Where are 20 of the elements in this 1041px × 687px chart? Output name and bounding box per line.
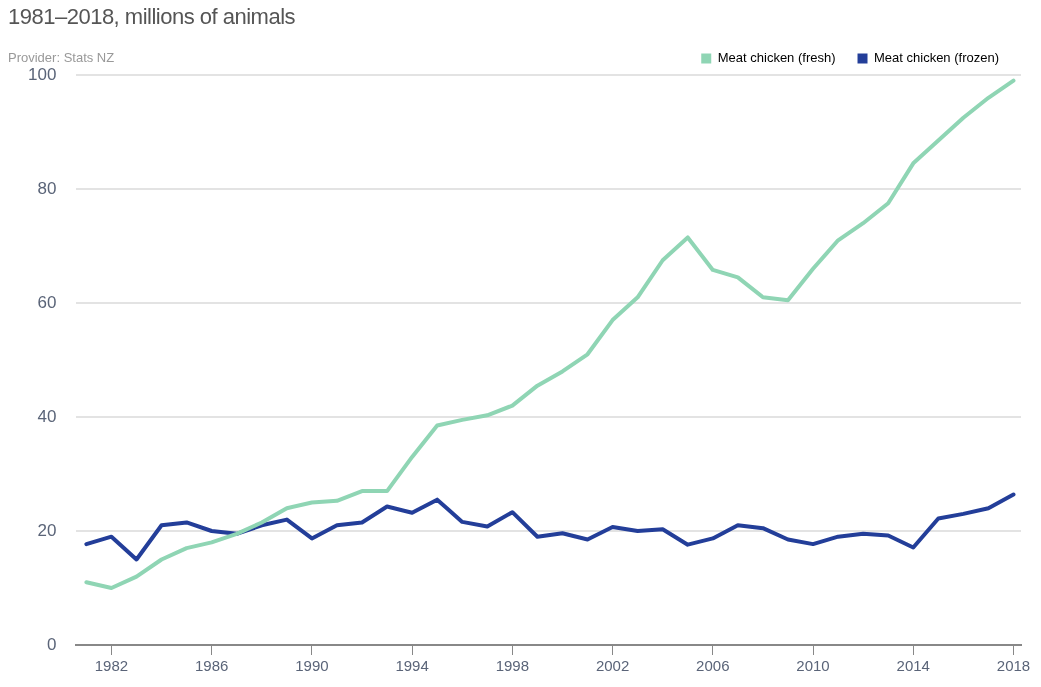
chart-title: 1981–2018, millions of animals bbox=[8, 4, 296, 30]
x-tick-label: 2006 bbox=[696, 657, 730, 675]
legend-label: Meat chicken (fresh) bbox=[717, 50, 836, 66]
x-tick-label: 2002 bbox=[595, 657, 630, 675]
x-tick-label: 1998 bbox=[495, 657, 530, 675]
y-tick-label: 100 bbox=[27, 64, 57, 84]
legend-label: Meat chicken (frozen) bbox=[874, 50, 1000, 66]
x-tick-label: 2018 bbox=[996, 657, 1031, 675]
x-tick-label: 2014 bbox=[896, 657, 930, 675]
x-tick-label: 1982 bbox=[94, 657, 129, 675]
x-tick-label: 1994 bbox=[395, 657, 429, 675]
chart-subtitle: Provider: Stats NZ bbox=[8, 50, 115, 65]
x-tick-label: 2010 bbox=[796, 657, 830, 675]
x-tick-label: 1986 bbox=[194, 657, 229, 675]
y-tick-label: 80 bbox=[37, 178, 57, 198]
y-tick-label: 20 bbox=[37, 520, 57, 540]
y-tick-label: 60 bbox=[37, 292, 57, 312]
x-tick-label: 1990 bbox=[295, 657, 329, 675]
y-tick-label: 40 bbox=[37, 406, 57, 426]
y-tick-label: 0 bbox=[46, 634, 57, 654]
